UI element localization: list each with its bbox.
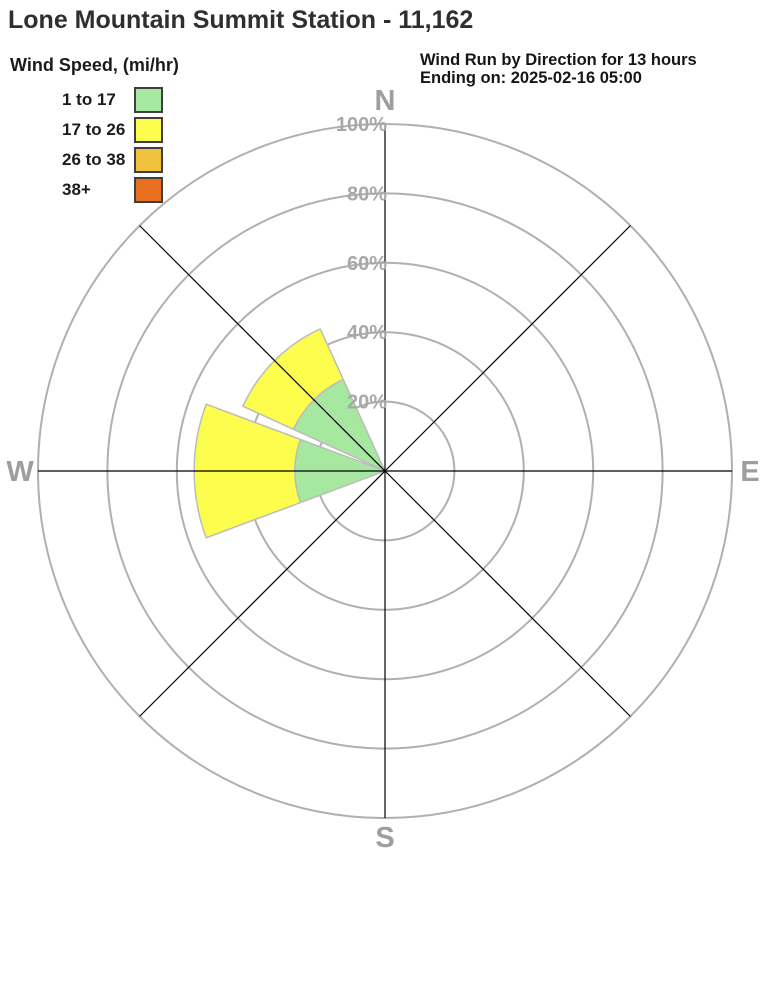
legend-item-label: 17 to 26	[62, 120, 126, 139]
spoke-NW	[139, 225, 386, 472]
subtitle-line-2: Ending on: 2025-02-16 05:00	[420, 68, 642, 87]
ring-percent-label: 100%	[336, 114, 387, 136]
legend-color-swatch	[134, 177, 163, 203]
ring-percent-label: 80%	[347, 183, 387, 205]
page-title: Lone Mountain Summit Station - 11,162	[8, 6, 474, 34]
legend-item: 1 to 17	[10, 85, 179, 115]
spoke-NE	[384, 225, 631, 472]
spoke-SE	[384, 470, 631, 717]
legend-color-swatch	[134, 87, 163, 113]
compass-label-W: W	[6, 456, 34, 488]
legend-color-swatch	[134, 117, 163, 143]
legend-item-label: 26 to 38	[62, 150, 126, 169]
ring-percent-label: 20%	[347, 392, 387, 414]
chart-subtitle: Wind Run by Direction for 13 hours Endin…	[420, 51, 697, 87]
legend-item: 26 to 38	[10, 145, 179, 175]
legend-item: 38+	[10, 175, 179, 205]
subtitle-line-1: Wind Run by Direction for 13 hours	[420, 51, 697, 69]
legend-title: Wind Speed, (mi/hr)	[10, 55, 179, 75]
legend-item: 17 to 26	[10, 115, 179, 145]
legend-color-swatch	[134, 147, 163, 173]
spoke-SW	[139, 470, 386, 717]
legend-rows: 1 to 17 17 to 26 26 to 38 38+	[10, 85, 179, 205]
legend-item-label: 38+	[62, 180, 91, 199]
compass-label-S: S	[375, 822, 394, 854]
wind-speed-legend: Wind Speed, (mi/hr) 1 to 17 17 to 26 26 to…	[10, 55, 179, 205]
compass-label-N: N	[375, 85, 396, 117]
legend-item-label: 1 to 17	[62, 90, 116, 109]
ring-percent-label: 60%	[347, 253, 387, 275]
ring-percent-label: 40%	[347, 322, 387, 344]
compass-label-E: E	[740, 456, 759, 488]
